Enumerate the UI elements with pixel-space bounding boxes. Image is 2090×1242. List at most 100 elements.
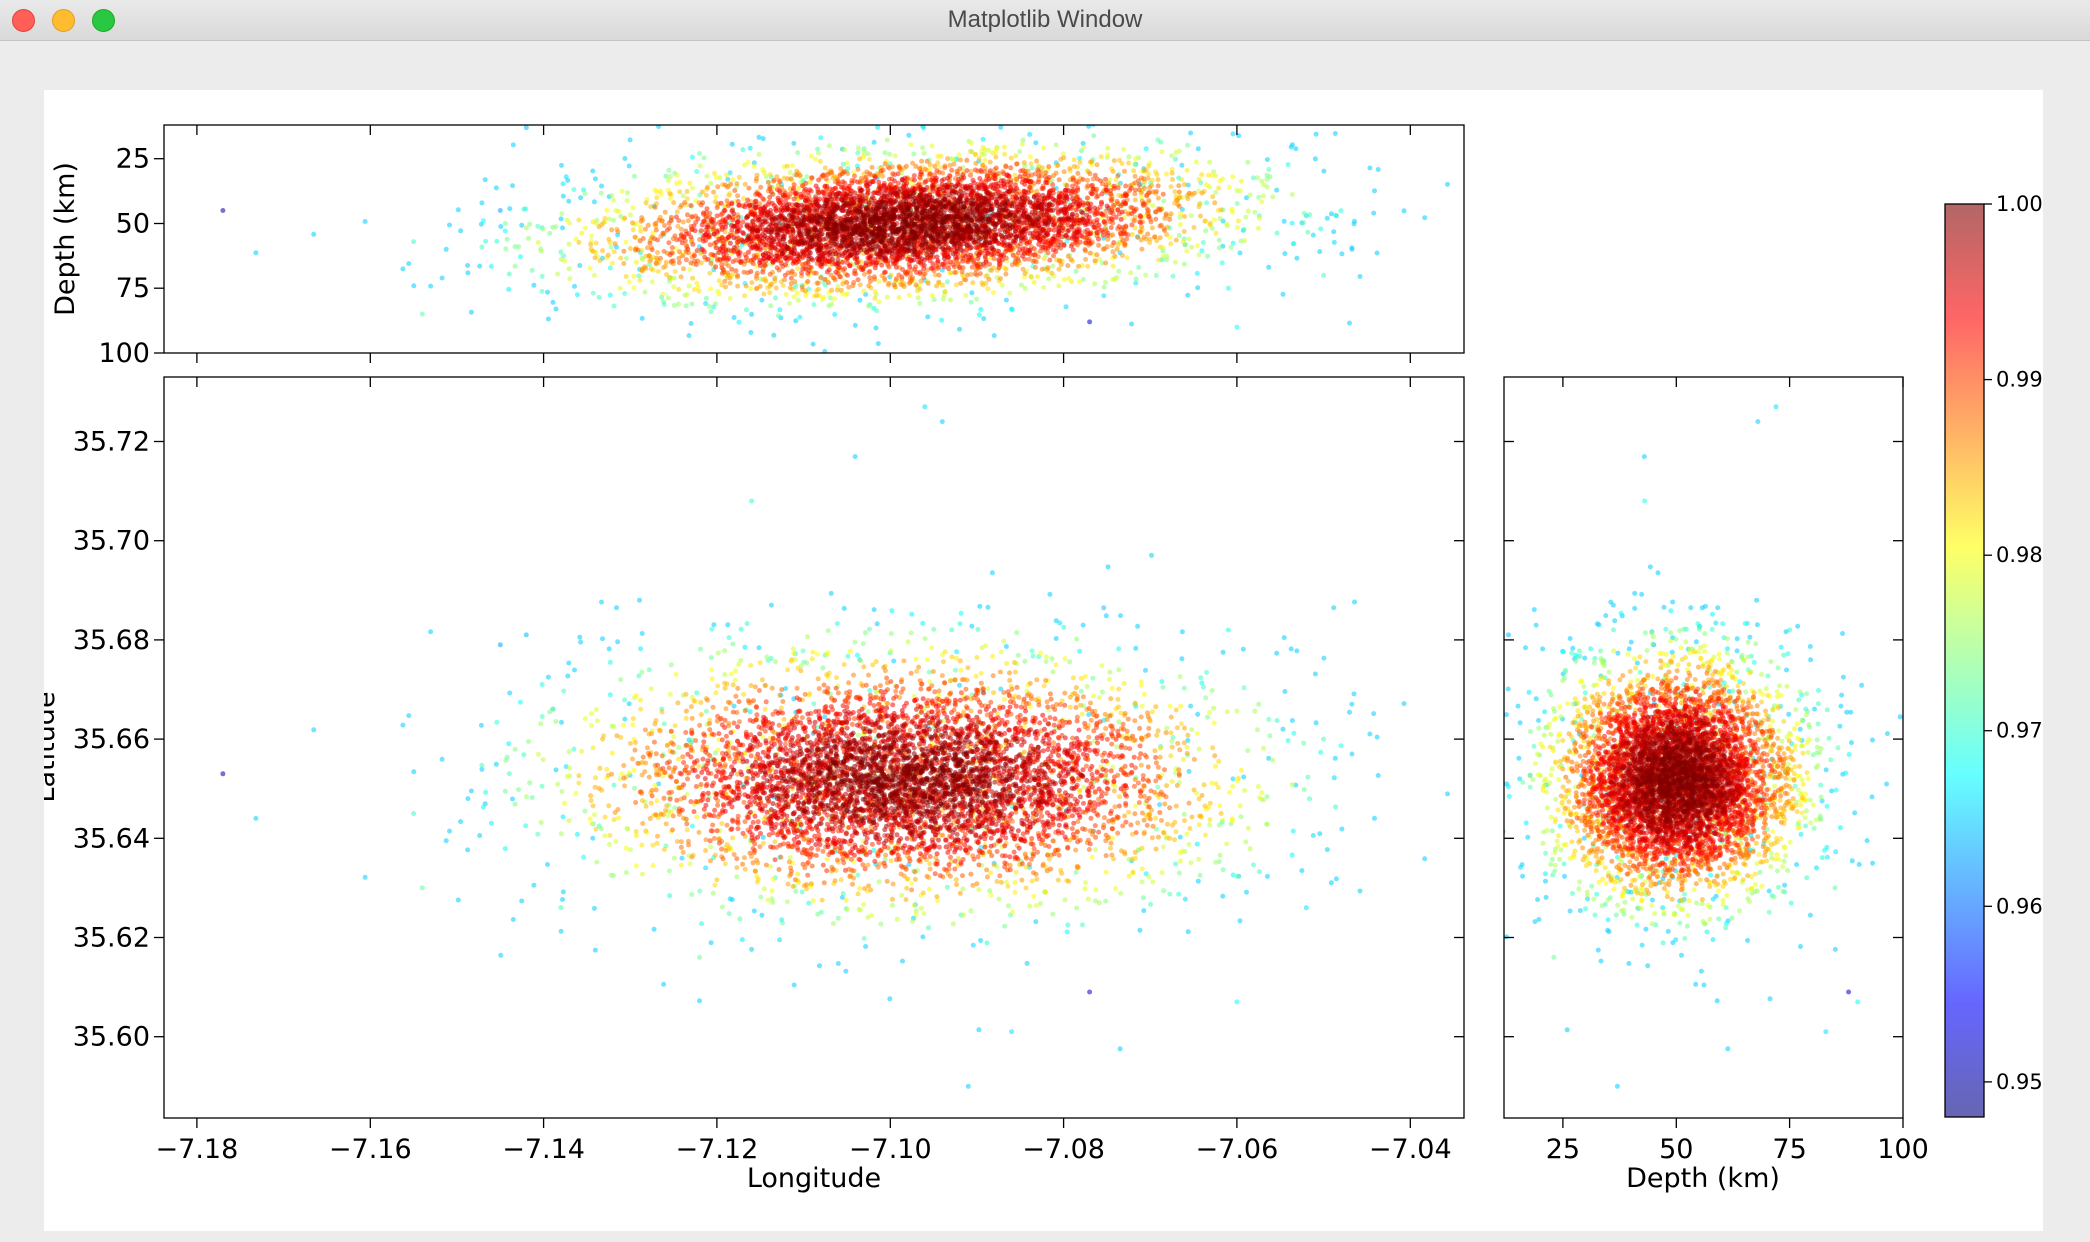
top-depth-point	[493, 185, 499, 191]
top-depth-point	[1085, 177, 1090, 183]
top-depth-point	[764, 212, 770, 218]
top-depth-point	[942, 247, 948, 253]
top-depth-point	[1213, 173, 1219, 179]
top-depth-point	[1146, 214, 1152, 220]
top-depth-point	[1070, 177, 1076, 183]
top-depth-point	[606, 236, 612, 242]
top-depth-point	[673, 246, 679, 252]
top-depth-point	[689, 214, 695, 220]
top-depth-point	[678, 226, 684, 232]
top-depth-point	[1051, 253, 1056, 259]
top-depth-point	[791, 140, 797, 146]
top-depth-point	[1073, 268, 1079, 274]
top-depth-point	[771, 332, 777, 338]
top-depth-point	[871, 190, 877, 196]
top-depth-point	[759, 297, 765, 303]
top-depth-point	[861, 288, 867, 294]
top-depth-point	[741, 195, 747, 201]
top-depth-point	[934, 283, 939, 289]
top-depth-point	[1274, 187, 1280, 193]
top-depth-point	[872, 288, 878, 294]
top-depth-point	[637, 238, 643, 244]
top-depth-point	[1169, 167, 1175, 172]
top-depth-point	[885, 164, 891, 170]
top-depth-point	[731, 315, 737, 320]
top-depth-point	[977, 176, 983, 181]
minimize-window-button[interactable]	[52, 9, 75, 32]
top-depth-point	[1050, 247, 1056, 253]
top-depth-point	[703, 301, 709, 306]
top-depth-point	[573, 236, 579, 242]
top-depth-point	[1096, 222, 1102, 228]
top-depth-point	[773, 206, 778, 212]
top-depth-point	[886, 280, 892, 286]
top-depth-point	[680, 193, 686, 199]
top-depth-point	[987, 168, 993, 174]
top-depth-point	[731, 223, 737, 229]
top-depth-point	[695, 284, 701, 290]
top-depth-point	[667, 252, 673, 258]
top-depth-point	[1063, 304, 1069, 310]
top-depth-point	[939, 178, 945, 184]
top-depth-point	[677, 189, 683, 195]
top-depth-point	[727, 295, 733, 301]
top-depth-point	[866, 303, 872, 309]
top-depth-point	[712, 170, 717, 176]
top-depth-point	[686, 283, 692, 289]
top-depth-point	[656, 217, 662, 223]
top-depth-point	[1328, 211, 1334, 217]
top-depth-point	[878, 168, 884, 174]
close-window-button[interactable]	[12, 9, 35, 32]
top-depth-point	[879, 262, 885, 268]
top-depth-point	[1294, 255, 1300, 261]
top-depth-point	[1168, 211, 1174, 217]
top-depth-point	[836, 190, 842, 196]
top-depth-point	[1213, 189, 1219, 195]
top-depth-point	[545, 289, 550, 295]
top-depth-point	[1076, 263, 1081, 269]
top-depth-point	[455, 207, 461, 213]
top-depth-point	[1019, 141, 1025, 147]
top-depth-point	[736, 174, 742, 180]
top-depth-point	[1053, 198, 1058, 204]
top-depth-point	[647, 258, 653, 264]
top-depth-point	[840, 281, 846, 287]
top-depth-point	[900, 267, 906, 272]
top-depth-point	[1047, 257, 1053, 263]
top-depth-point	[783, 198, 788, 204]
maximize-window-button[interactable]	[92, 9, 115, 32]
top-depth-point	[498, 224, 504, 229]
top-depth-point	[1022, 271, 1028, 276]
top-depth-point	[1178, 221, 1183, 227]
top-depth-point	[1136, 187, 1142, 193]
top-depth-point	[944, 279, 950, 285]
top-depth-point	[439, 275, 445, 281]
top-depth-point	[1185, 292, 1191, 298]
top-depth-point	[728, 181, 734, 187]
top-depth-point	[893, 276, 899, 282]
top-depth-point	[808, 153, 814, 159]
top-depth-point	[1338, 208, 1344, 214]
top-depth-point	[844, 272, 850, 278]
top-depth-point	[468, 309, 474, 315]
top-depth-point	[855, 277, 861, 283]
top-depth-point	[841, 188, 847, 193]
top-depth-point	[726, 263, 732, 269]
top-depth-point	[1251, 175, 1256, 181]
top-depth-point	[844, 160, 850, 166]
top-depth-point	[890, 171, 896, 177]
top-depth-point	[1058, 208, 1064, 214]
top-depth-point	[1110, 249, 1116, 255]
top-depth-point	[750, 218, 756, 224]
top-depth-point	[793, 318, 799, 324]
top-depth-point	[1160, 253, 1166, 259]
top-depth-point	[1034, 158, 1040, 164]
top-depth-point	[1193, 159, 1199, 165]
top-depth-point	[688, 321, 694, 326]
top-depth-point	[822, 348, 828, 353]
top-depth-point	[676, 301, 682, 307]
top-depth-point	[1031, 246, 1037, 252]
top-depth-point	[1339, 251, 1345, 257]
top-depth-point	[1092, 172, 1098, 178]
top-depth-point	[835, 257, 841, 263]
